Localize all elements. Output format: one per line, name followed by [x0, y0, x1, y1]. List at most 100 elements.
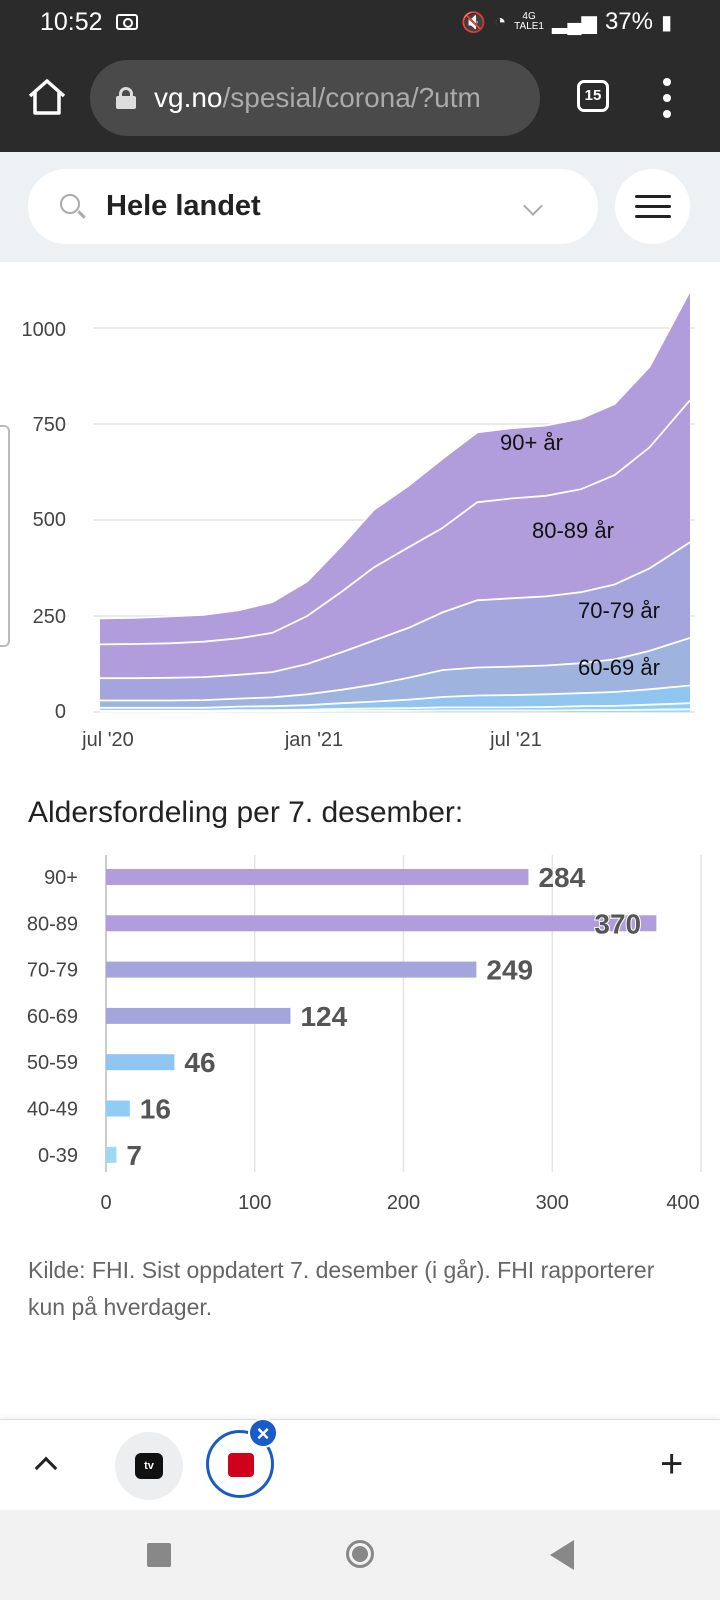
area-boundary-50-59 [100, 684, 691, 709]
area-series-70-79-r [100, 542, 690, 701]
series-label-80-89: 80-89 år [532, 518, 614, 543]
bar-40-49 [106, 1100, 130, 1117]
search-icon [60, 193, 86, 220]
close-tab-icon[interactable]: × [248, 1418, 278, 1448]
bar-value-label: 124 [300, 1001, 347, 1032]
url-text[interactable]: vg.no/spesial/corona/?utm [154, 82, 481, 114]
series-label-70-79: 70-79 år [578, 598, 660, 623]
android-nav-bar [0, 1510, 720, 1600]
bar-50-59 [106, 1054, 175, 1071]
hamburger-menu-button[interactable] [615, 169, 690, 244]
bar-value-label: 16 [140, 1094, 171, 1125]
network-indicator: 4G TALE1 [514, 12, 544, 32]
recent-apps-icon[interactable] [147, 1543, 171, 1567]
side-panel-tab[interactable] [0, 425, 10, 647]
signal-icon: ▂▄▆ [552, 11, 597, 34]
network-type: 4G [522, 11, 536, 22]
y-tick-label: 1000 [22, 319, 67, 341]
url-host: vg.no [154, 82, 223, 113]
status-bar: 10:52 🔇 ◔ 4G TALE1 ▂▄▆ 37% ▮ [0, 0, 720, 46]
x-tick-label: 200 [387, 1192, 420, 1214]
chevron-up-icon[interactable] [34, 1456, 58, 1480]
series-label-60-69: 60-69 år [578, 655, 660, 680]
bar-70-79 [106, 961, 477, 978]
x-tick-label: jul '21 [489, 729, 542, 751]
area-boundary-40-49 [100, 702, 691, 712]
battery-icon: ▮ [660, 11, 672, 34]
back-triangle-icon[interactable] [550, 1540, 574, 1570]
mute-icon: 🔇 [461, 11, 487, 34]
cumulative-deaths-area-chart: 0 250 500 750 1000 jul '20 jan '21 jul '… [22, 290, 695, 751]
bar-category-label: 60-69 [27, 1006, 78, 1028]
series-label-90plus: 90+ år [500, 430, 563, 455]
x-tick-label: jan '21 [284, 729, 343, 751]
url-path: /spesial/corona/?utm [222, 82, 481, 113]
y-tick-label: 250 [33, 606, 66, 628]
apple-tv-icon: tv [135, 1453, 163, 1479]
area-boundaries [99, 290, 691, 713]
screenshot-camera-icon [116, 14, 138, 30]
area-series-40-49 [100, 703, 690, 712]
tab-vg-active[interactable] [206, 1430, 274, 1498]
bar-x-ticks: 0 100 200 300 400 [100, 1192, 699, 1214]
status-time: 10:52 [40, 8, 103, 36]
x-tick-label: jul '20 [81, 729, 134, 751]
x-axis-ticks: jul '20 jan '21 jul '21 [81, 729, 542, 751]
bar-category-label: 40-49 [27, 1099, 78, 1121]
y-axis-ticks: 0 250 500 750 1000 [22, 319, 67, 723]
wifi-icon: ◔ [494, 10, 507, 33]
x-tick-label: 0 [100, 1192, 111, 1214]
region-dropdown[interactable]: Hele landet [28, 169, 598, 244]
browser-toolbar: vg.no/spesial/corona/?utm 15 [0, 46, 720, 152]
series-labels: 90+ år 80-89 år 70-79 år 60-69 år [500, 430, 660, 680]
x-tick-label: 400 [666, 1192, 699, 1214]
area-boundary-60-69-r [100, 637, 691, 702]
bar-category-label: 50-59 [27, 1052, 78, 1074]
bar-0-39 [106, 1146, 117, 1163]
vg-logo-icon [228, 1453, 254, 1477]
bar-80-89 [106, 915, 657, 932]
x-tick-label: 100 [238, 1192, 271, 1214]
new-tab-plus-icon[interactable]: + [660, 1442, 684, 1486]
bar-category-label: 90+ [44, 867, 78, 889]
source-note: Kilde: FHI. Sist oppdatert 7. desember (… [28, 1257, 655, 1320]
area-series-50-59 [100, 685, 690, 711]
area-series-90-r [100, 291, 690, 645]
home-circle-icon[interactable] [346, 1540, 374, 1568]
home-icon[interactable] [26, 76, 68, 118]
bar-category-label: 70-79 [27, 960, 78, 982]
address-bar[interactable]: vg.no/spesial/corona/?utm [90, 60, 540, 136]
bar-value-label: 249 [486, 955, 533, 986]
area-boundary-70-79-r [100, 541, 691, 680]
tab-switcher-button[interactable]: 15 [577, 80, 609, 112]
bar-marks [106, 869, 657, 1163]
area-series-80-89-r [100, 400, 690, 679]
bottom-tab-bar: tv × + [0, 1418, 720, 1509]
x-tick-label: 300 [536, 1192, 569, 1214]
y-tick-label: 500 [33, 509, 66, 531]
region-label: Hele landet [106, 190, 261, 222]
tab-apple-tv[interactable]: tv [115, 1432, 183, 1500]
bar-90+ [106, 869, 529, 885]
area-boundary-90-r [99, 290, 691, 620]
y-tick-label: 0 [55, 701, 66, 723]
network-sub: TALE1 [514, 21, 544, 32]
bar-value-label: 370 [594, 908, 641, 939]
age-distribution-title: Aldersfordeling per 7. desember: [28, 796, 464, 829]
battery-percent: 37% [604, 8, 653, 35]
area-series [100, 291, 690, 712]
bar-category-label: 0-39 [38, 1145, 78, 1167]
more-menu-icon[interactable] [662, 78, 672, 118]
region-header: Hele landet [0, 152, 720, 262]
bar-category-labels: 90+ 80-89 70-79 60-69 50-59 40-49 0-39 [27, 867, 78, 1167]
bar-60-69 [106, 1007, 291, 1024]
area-boundary-80-89-r [99, 399, 691, 646]
bar-value-label: 7 [126, 1140, 142, 1171]
bar-value-labels: 284 370 249 124 46 16 7 [126, 862, 642, 1171]
area-series-60-69-r [100, 637, 690, 708]
status-indicators: 🔇 ◔ 4G TALE1 ▂▄▆ 37% ▮ [461, 8, 672, 36]
bar-value-label: 46 [184, 1047, 215, 1078]
chevron-down-icon [523, 196, 543, 216]
bar-value-label: 284 [538, 862, 585, 893]
